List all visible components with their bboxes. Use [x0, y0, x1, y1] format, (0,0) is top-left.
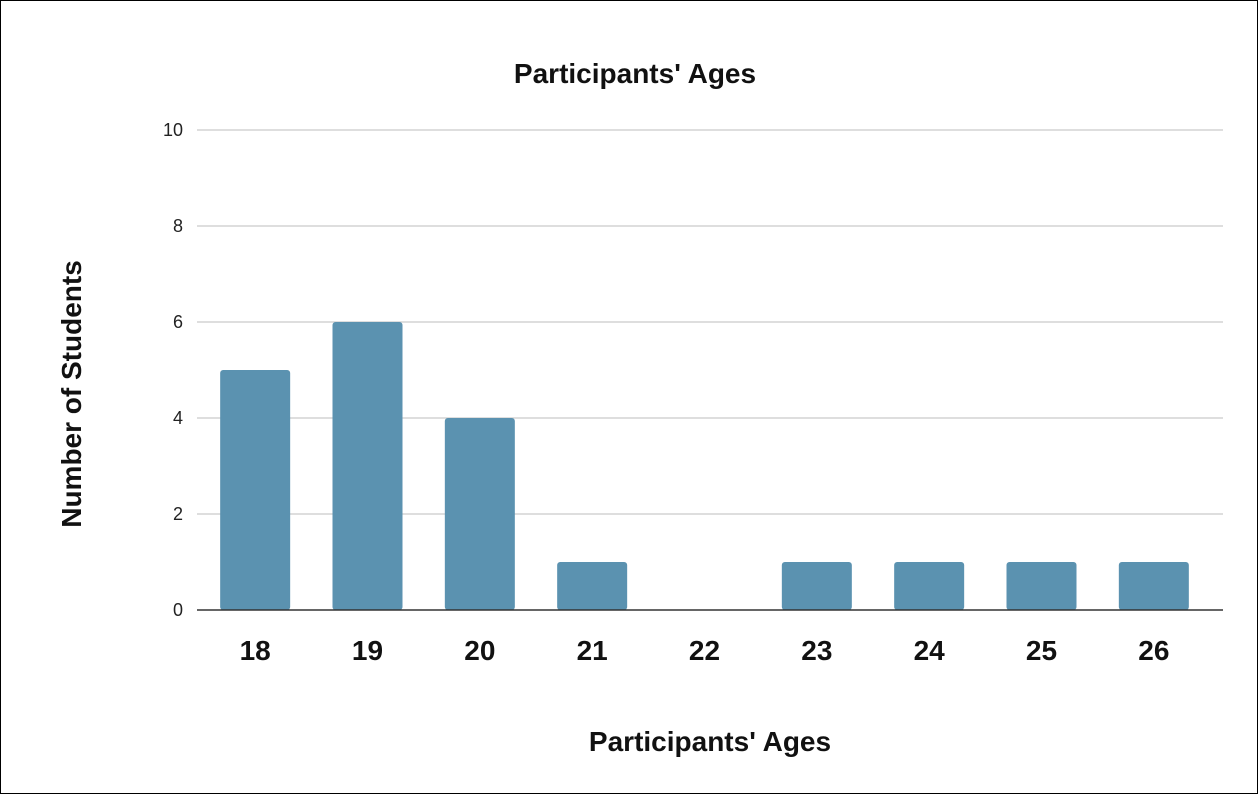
- x-tick-label: 18: [240, 635, 271, 666]
- x-tick-label: 23: [801, 635, 832, 666]
- x-tick-label: 24: [914, 635, 946, 666]
- bar: [1118, 562, 1189, 610]
- y-tick-label: 2: [173, 504, 183, 524]
- x-tick-label: 21: [577, 635, 608, 666]
- bar: [444, 418, 515, 610]
- y-tick-label: 10: [163, 120, 183, 140]
- x-axis-title: Participants' Ages: [589, 726, 831, 757]
- y-tick-label: 4: [173, 408, 183, 428]
- y-tick-label: 6: [173, 312, 183, 332]
- bar: [1006, 562, 1077, 610]
- bar: [894, 562, 965, 610]
- bars: [220, 322, 1189, 610]
- bar: [220, 370, 291, 610]
- bar: [557, 562, 628, 610]
- x-tick-label: 19: [352, 635, 383, 666]
- x-tick-label: 20: [464, 635, 495, 666]
- y-tick-label: 8: [173, 216, 183, 236]
- chart-title: Participants' Ages: [514, 58, 756, 89]
- bar: [781, 562, 852, 610]
- y-axis-title: Number of Students: [56, 260, 87, 528]
- y-axis-ticks: 0 2 4 6 8 10: [163, 120, 183, 620]
- x-tick-label: 26: [1138, 635, 1169, 666]
- y-tick-label: 0: [173, 600, 183, 620]
- bar: [332, 322, 403, 610]
- x-tick-label: 22: [689, 635, 720, 666]
- x-axis-ticks: 18 19 20 21 22 23 24 25 26: [240, 635, 1170, 666]
- x-tick-label: 25: [1026, 635, 1057, 666]
